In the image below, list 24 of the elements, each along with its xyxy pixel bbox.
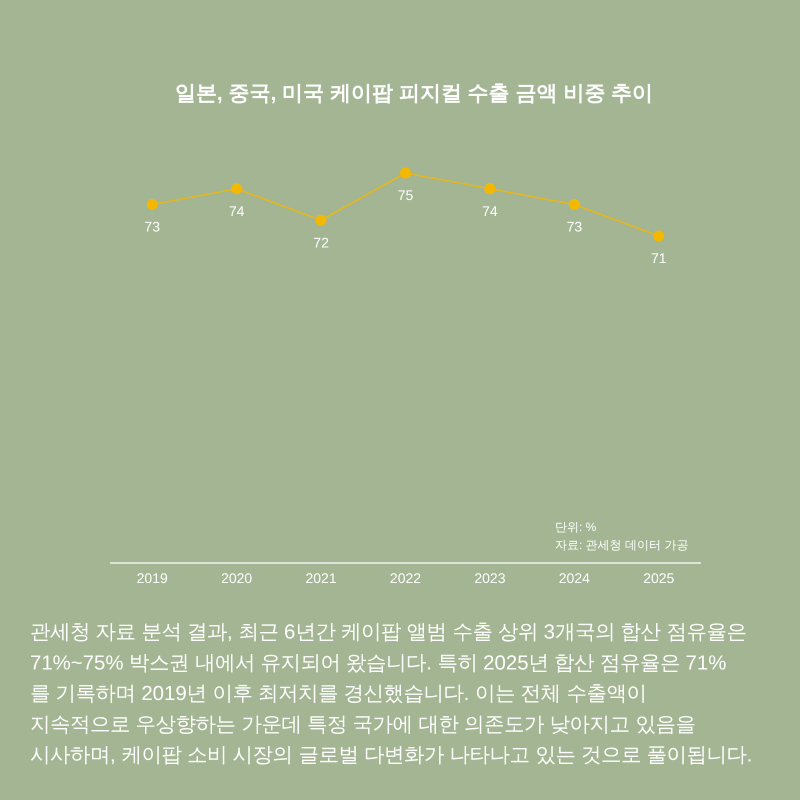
x-tick-label: 2021 (305, 570, 337, 586)
data-label: 73 (566, 218, 582, 234)
x-tick-label: 2020 (221, 570, 252, 586)
x-tick-label: 2025 (643, 570, 675, 586)
x-tick-label: 2023 (474, 570, 506, 586)
data-label: 74 (482, 202, 498, 219)
point (316, 214, 327, 226)
point (146, 199, 158, 210)
chart-title: 일본, 중국, 미국 케이팝 피지컬 수출 금액 비중 추이 (174, 82, 654, 105)
point (400, 168, 411, 178)
data-label: 75 (398, 187, 414, 203)
point (484, 183, 496, 194)
data-label: 73 (144, 218, 160, 234)
point (231, 183, 242, 194)
point (653, 230, 664, 242)
data-label: 74 (228, 202, 245, 219)
x-tick-label: 2024 (558, 570, 590, 586)
text: 단위: % 자료: 관세청 데이터 가공 (555, 520, 688, 552)
data-label: 72 (313, 234, 330, 250)
data-label: 71 (650, 250, 667, 266)
text: 관세청 자료 분석 결과, 최근 6년간 케이팝 앨범 수출 상위 3개국의 합산 점유율은 71%~75% 박스권 내에서 유지되어 왔습니다. 특히 2025년 합산 점유율은 71% 를 기록하며 2019년 이후 최저치를 경신했습니다. 이는 전체 수출액이 지속적으로 우상향하는 가운데 특정 국가에 대한 의존도가 낮아지고 있음을 시사하며, 케이팝 소비 시장의 글로벌 다변화가 나타나고 있는 것으로 풀이됩니다. (30, 622, 752, 767)
x-tick-label: 2022 (390, 570, 422, 586)
point (568, 199, 580, 210)
x-tick-label: 2019 (136, 570, 168, 586)
